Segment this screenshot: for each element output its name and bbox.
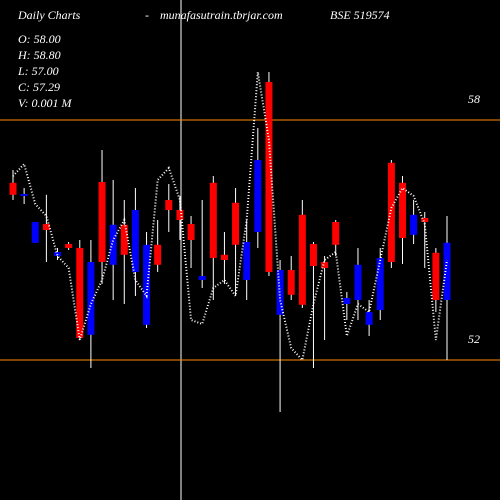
- info-line: V: 0.001 M: [18, 96, 73, 110]
- candle-body: [287, 270, 295, 295]
- candle-body: [176, 210, 184, 220]
- chart-title: Daily Charts: [17, 8, 81, 22]
- candle-body: [232, 202, 240, 245]
- candle-body: [343, 298, 351, 304]
- candle-body: [376, 258, 384, 310]
- candle-body: [332, 222, 340, 245]
- candle-body: [298, 214, 306, 305]
- candle-body: [187, 224, 195, 240]
- y-tick-label: 52: [468, 332, 480, 346]
- candle-body: [220, 254, 228, 260]
- candle-body: [410, 214, 418, 235]
- candle-body: [309, 244, 317, 266]
- candle-body: [398, 182, 406, 238]
- candle-body: [165, 200, 173, 210]
- candle-body: [321, 262, 329, 268]
- symbol: BSE 519574: [330, 8, 390, 22]
- candle-body: [42, 224, 50, 230]
- candle-body: [421, 218, 429, 222]
- candle-body: [209, 182, 217, 258]
- candle-body: [387, 162, 395, 262]
- info-line: O: 58.00: [18, 32, 61, 46]
- separator: -: [145, 8, 149, 22]
- candle-body: [76, 248, 84, 338]
- candle-body: [54, 252, 62, 256]
- info-line: L: 57.00: [17, 64, 59, 78]
- candle-body: [443, 242, 451, 300]
- candle-body: [109, 224, 117, 265]
- candle-body: [254, 160, 262, 232]
- candle-body: [65, 244, 73, 248]
- candle-body: [120, 224, 128, 255]
- candle-body: [243, 242, 251, 280]
- info-line: H: 58.80: [17, 48, 61, 62]
- candle-body: [87, 262, 95, 335]
- candle-body: [154, 244, 162, 265]
- site: munafasutrain.tbrjar.com: [160, 8, 283, 22]
- info-line: C: 57.29: [18, 80, 60, 94]
- candle-body: [31, 222, 39, 243]
- candle-body: [143, 244, 151, 325]
- candle-body: [432, 252, 440, 300]
- y-tick-label: 58: [468, 92, 480, 106]
- candle-body: [354, 264, 362, 300]
- candle-body: [20, 194, 28, 196]
- average-line: [12, 71, 448, 363]
- candle-body: [198, 276, 206, 280]
- candle-body: [98, 182, 106, 262]
- candle-body: [265, 82, 273, 272]
- candle-body: [131, 210, 139, 272]
- candle-body: [9, 182, 17, 195]
- candle-body: [365, 312, 373, 325]
